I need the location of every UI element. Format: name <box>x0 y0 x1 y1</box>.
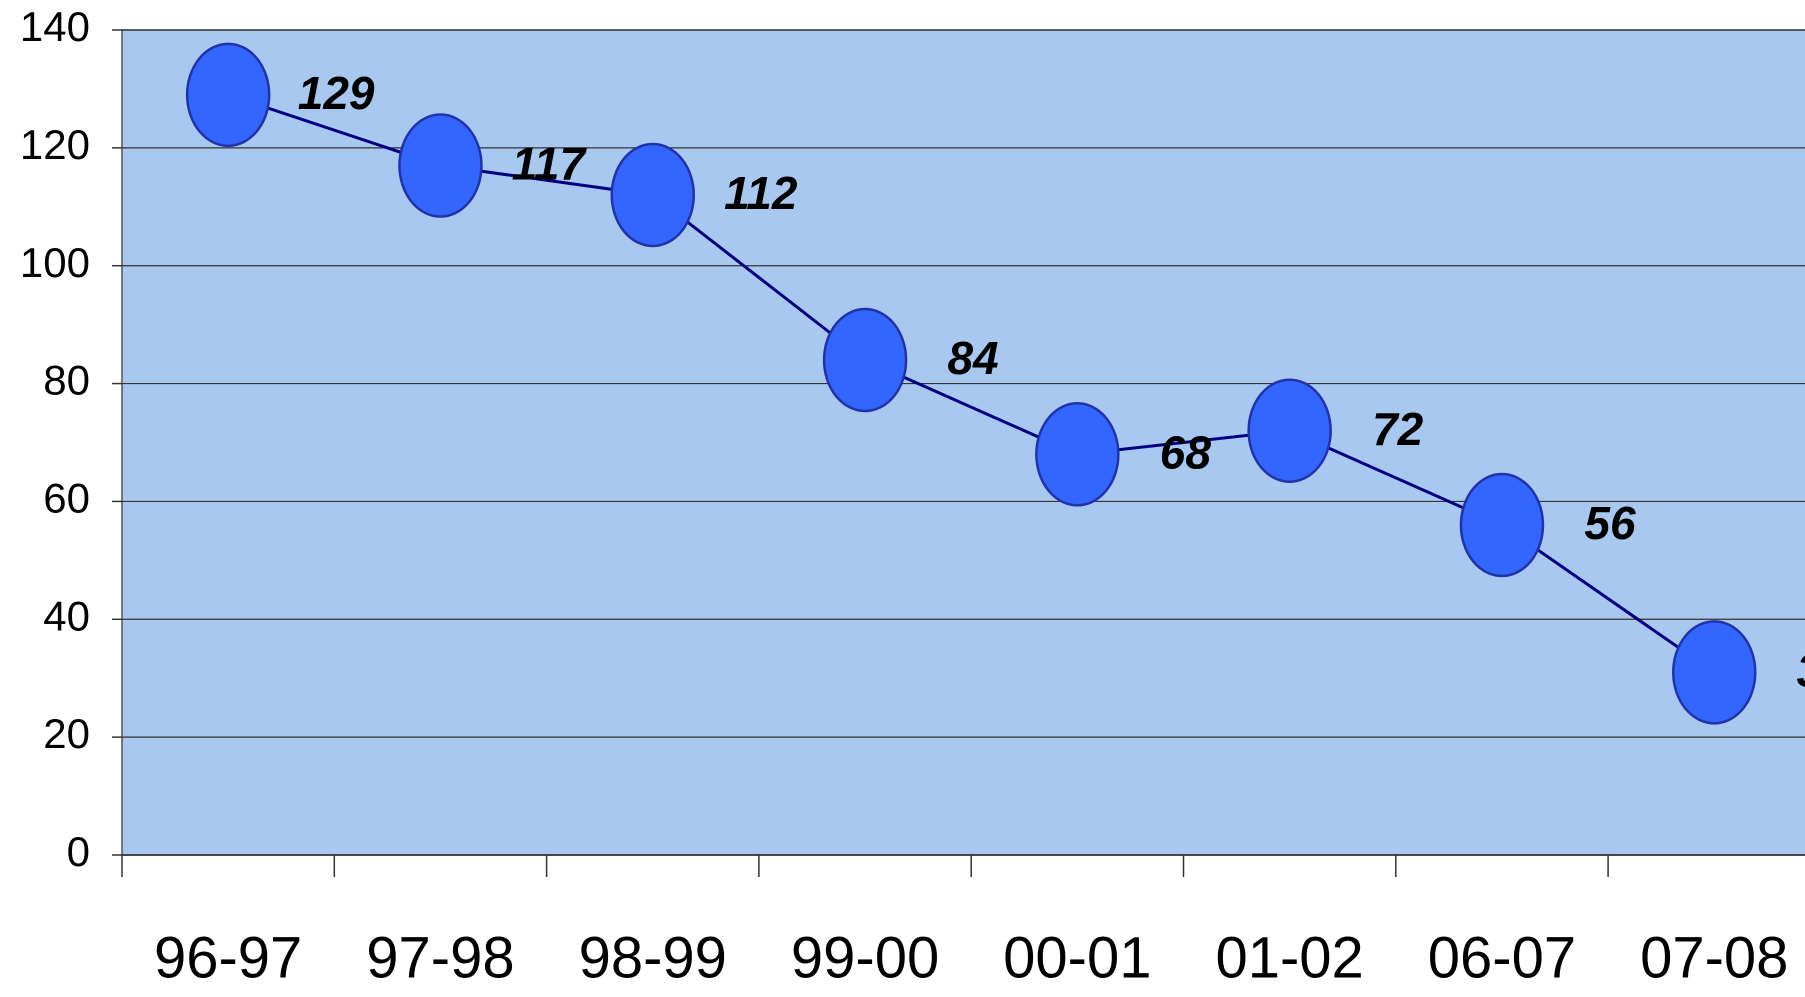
x-tick-label: 00-01 <box>1003 925 1151 990</box>
marker <box>1672 620 1757 725</box>
y-tick-label: 40 <box>43 592 90 639</box>
marker <box>185 42 271 148</box>
y-tick-label: 100 <box>20 239 90 286</box>
y-tick-label: 140 <box>20 3 90 50</box>
y-tick-label: 80 <box>43 357 90 404</box>
x-tick-label: 97-98 <box>366 925 514 990</box>
x-tick-label: 06-07 <box>1428 925 1576 990</box>
marker <box>1247 378 1332 483</box>
marker <box>398 113 483 218</box>
x-tick-label: 96-97 <box>154 925 302 990</box>
x-tick-label: 01-02 <box>1215 925 1363 990</box>
x-tick-label: 07-08 <box>1640 925 1788 990</box>
y-tick-label: 0 <box>67 828 90 875</box>
data-label: 68 <box>1160 426 1212 478</box>
y-tick-label: 60 <box>43 475 90 522</box>
plot-area <box>121 29 1805 856</box>
data-label: 117 <box>512 138 588 190</box>
x-tick-label: 98-99 <box>579 925 727 990</box>
marker <box>822 307 908 413</box>
marker <box>1035 402 1120 507</box>
data-label: 112 <box>724 167 798 219</box>
data-label: 129 <box>298 67 375 119</box>
data-label: 56 <box>1584 497 1636 549</box>
data-label: 31 <box>1797 644 1805 696</box>
marker <box>610 142 695 248</box>
x-tick-label: 99-00 <box>791 925 939 990</box>
y-tick-label: 20 <box>43 710 90 757</box>
marker <box>1459 472 1545 578</box>
y-tick-label: 120 <box>20 121 90 168</box>
data-label: 84 <box>947 332 998 384</box>
data-label: 72 <box>1372 403 1424 455</box>
